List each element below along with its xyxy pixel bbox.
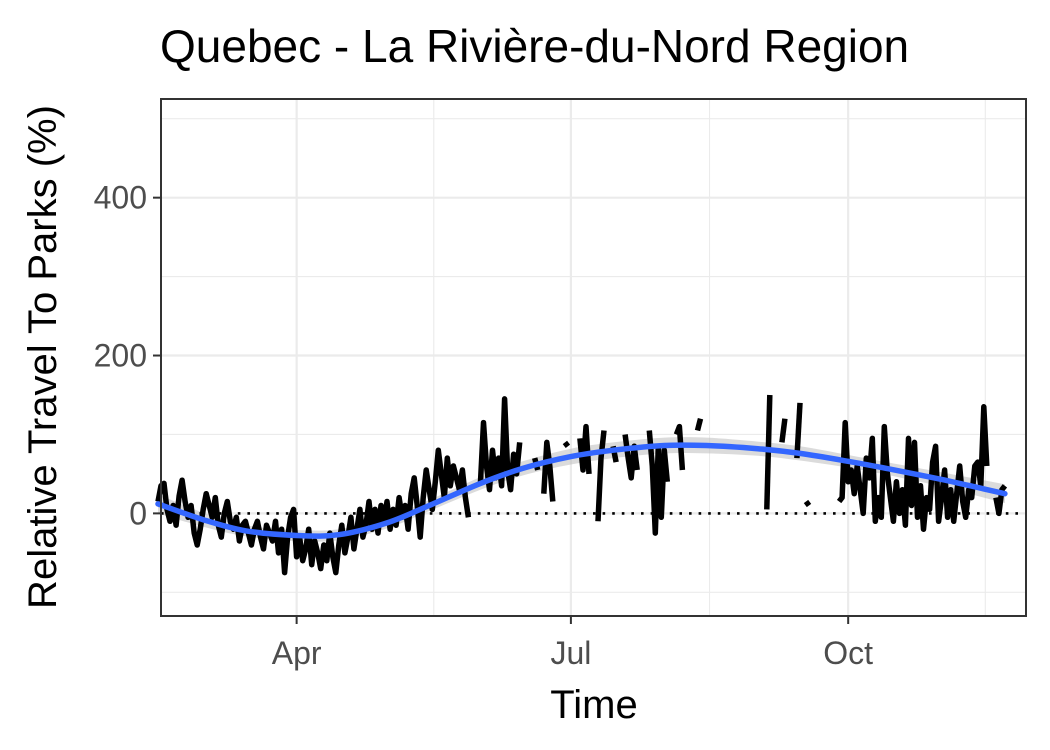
series-line-segment	[803, 499, 812, 508]
y-tick-label: 0	[129, 495, 147, 531]
y-axis: 0 200 400	[94, 180, 161, 531]
series-line-segment	[673, 423, 686, 471]
series-line-segment	[155, 447, 472, 576]
grid-minor	[161, 99, 1026, 616]
trend-line-layer	[155, 442, 1008, 539]
y-axis-title: Relative Travel To Parks (%)	[21, 105, 65, 609]
plot-border	[160, 98, 1027, 617]
series-line-segment	[779, 418, 788, 443]
x-tick-label: Jul	[550, 635, 591, 671]
plot-panel	[161, 99, 1026, 616]
series-line-segment	[694, 418, 704, 432]
series-line-segment	[794, 402, 803, 459]
series-line-segment	[595, 430, 607, 522]
chart-title: Quebec - La Rivière-du-Nord Region	[160, 20, 909, 72]
series-line-segment	[477, 396, 523, 493]
x-axis: Apr Jul Oct	[272, 616, 873, 671]
x-tick-label: Oct	[823, 635, 873, 671]
series-line-segment	[562, 440, 571, 448]
x-axis-title: Time	[550, 683, 637, 727]
series-line-segment	[993, 484, 1008, 517]
y-tick-label: 200	[94, 338, 147, 374]
x-tick-label: Apr	[272, 635, 322, 671]
series-line-segment	[541, 439, 556, 502]
trend-line	[155, 442, 1008, 539]
y-tick-label: 400	[94, 180, 147, 216]
